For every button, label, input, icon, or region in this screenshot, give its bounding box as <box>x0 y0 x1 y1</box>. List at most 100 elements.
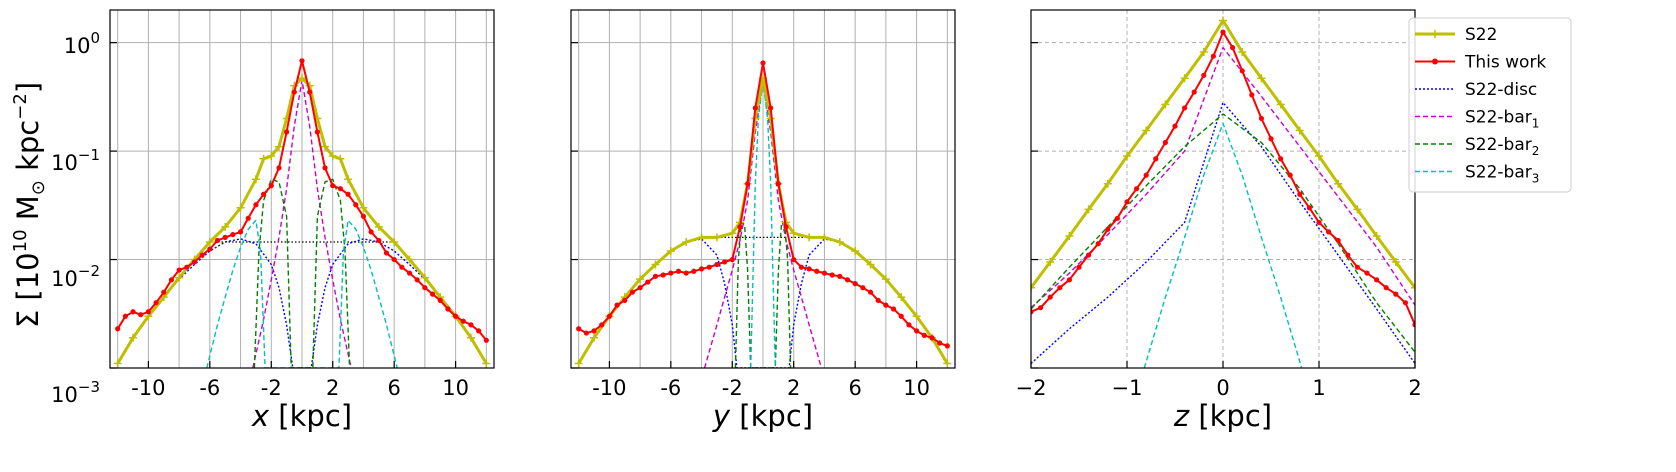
point-marker <box>1153 156 1159 162</box>
point-marker <box>1220 29 1226 35</box>
point-marker <box>274 142 283 151</box>
series-line-s22-bar3 <box>206 219 398 368</box>
point-marker <box>1114 215 1120 221</box>
point-marker <box>175 273 184 282</box>
series-line-s22-disc <box>1031 101 1415 365</box>
point-marker <box>944 343 950 349</box>
point-marker <box>1393 291 1399 297</box>
point-marker <box>929 335 935 341</box>
point-marker <box>576 326 582 332</box>
point-marker <box>1334 179 1343 188</box>
point-marker <box>814 268 820 274</box>
point-marker <box>1105 226 1111 232</box>
point-marker <box>1210 53 1216 59</box>
panel-x: -10 -6 -2 2 6 10 x [kpc] <box>109 9 495 433</box>
point-marker <box>113 359 122 368</box>
point-marker <box>1268 136 1274 142</box>
legend-marker <box>1432 58 1438 65</box>
point-marker <box>1249 92 1255 98</box>
series-line-s22-bar2 <box>253 178 351 368</box>
point-marker <box>161 289 167 295</box>
point-marker <box>261 191 267 197</box>
point-marker <box>1297 191 1303 197</box>
y-tick-label-1e0: 100 <box>64 29 100 58</box>
point-marker <box>883 302 889 308</box>
point-marker <box>1353 205 1362 214</box>
point-marker <box>1316 219 1322 226</box>
point-marker <box>328 152 337 161</box>
panel-z: −2 −1 0 1 2 z [kpc] <box>1016 9 1422 433</box>
legend-marker <box>1431 30 1439 38</box>
point-marker <box>245 215 251 221</box>
point-marker <box>359 203 368 212</box>
point-marker <box>712 233 721 242</box>
point-marker <box>682 238 691 247</box>
point-marker <box>668 270 674 276</box>
point-marker <box>399 264 405 270</box>
point-marker <box>798 264 805 270</box>
point-marker <box>1354 264 1360 270</box>
point-marker <box>337 186 343 192</box>
series-line-s22-bar3 <box>1143 122 1303 368</box>
point-marker <box>1345 252 1351 258</box>
point-marker <box>476 328 482 334</box>
x-axis-label: y [kpc] <box>712 399 813 433</box>
point-marker <box>115 326 121 332</box>
point-marker <box>1412 322 1415 328</box>
point-marker <box>460 318 466 324</box>
point-marker <box>651 260 660 269</box>
y-tick-label-1e-1: 10−1 <box>51 146 100 175</box>
point-marker <box>236 203 245 212</box>
point-marker <box>299 58 305 64</box>
point-marker <box>1095 241 1101 247</box>
point-marker <box>1134 186 1140 192</box>
point-marker <box>937 340 943 346</box>
point-marker <box>752 105 758 111</box>
point-marker <box>897 293 906 302</box>
point-marker <box>1182 105 1188 111</box>
x-tick-label: 6 <box>387 376 400 400</box>
point-marker <box>666 246 675 255</box>
x-tick-label: 1 <box>1312 376 1325 400</box>
point-marker <box>629 289 636 295</box>
point-marker <box>207 246 213 252</box>
point-marker <box>383 250 390 256</box>
point-marker <box>791 256 797 263</box>
legend-label: S22-disc <box>1465 80 1537 100</box>
point-marker <box>1180 74 1189 83</box>
point-marker <box>1123 152 1131 161</box>
point-marker <box>645 279 651 285</box>
point-marker <box>890 306 897 312</box>
point-marker <box>1287 172 1293 178</box>
x-tick-label: 6 <box>848 376 861 400</box>
point-marker <box>821 270 828 276</box>
point-marker <box>259 154 268 163</box>
point-marker <box>1142 126 1151 135</box>
point-marker <box>1230 45 1236 51</box>
point-marker <box>844 277 851 283</box>
x-tick-label: -10 <box>592 376 626 400</box>
point-marker <box>1383 285 1389 291</box>
point-marker <box>253 202 259 208</box>
series-line-s22-bar2 <box>1031 113 1415 353</box>
point-marker <box>622 297 628 304</box>
point-marker <box>729 256 735 263</box>
point-marker <box>591 328 597 334</box>
point-marker <box>698 266 705 272</box>
series-line-s22-bar1 <box>1031 46 1415 309</box>
legend-label: This work <box>1464 53 1546 73</box>
point-marker <box>829 272 835 278</box>
point-marker <box>1391 257 1400 266</box>
x-tick-label: −2 <box>1016 376 1047 400</box>
point-marker <box>1172 123 1178 129</box>
point-marker <box>599 322 605 328</box>
point-marker <box>912 312 921 321</box>
point-marker <box>230 231 236 238</box>
point-marker <box>168 277 175 283</box>
point-marker <box>466 333 475 342</box>
point-marker <box>468 322 474 328</box>
point-marker <box>574 359 583 368</box>
point-marker <box>405 255 414 264</box>
point-marker <box>1278 156 1284 162</box>
panel-y: -10 -6 -2 2 6 10 y [kpc] <box>570 9 956 433</box>
